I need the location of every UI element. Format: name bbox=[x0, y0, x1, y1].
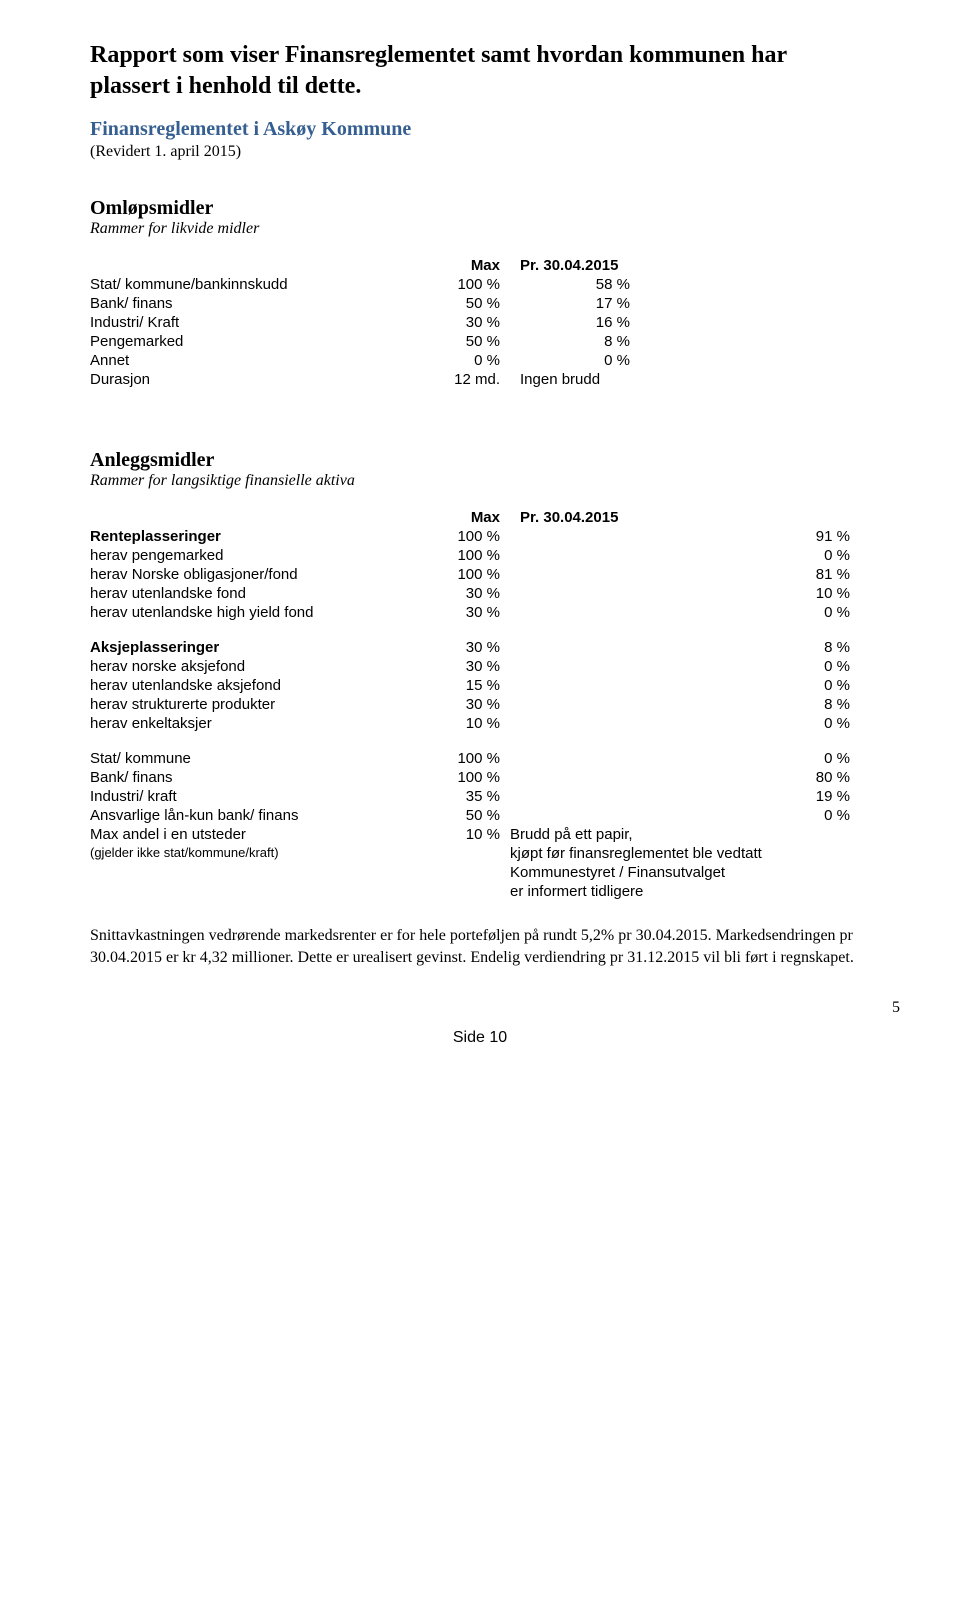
page-title: Rapport som viser Finansreglementet samt… bbox=[90, 40, 870, 102]
omlopsmidler-table: Max Pr. 30.04.2015 Stat/ kommune/bankinn… bbox=[90, 256, 630, 389]
anleggsmidler-table: Max Pr. 30.04.2015 Renteplasseringer100 … bbox=[90, 508, 850, 901]
table-row: Industri/ kraft35 %19 % bbox=[90, 787, 850, 806]
table-header-row: Max Pr. 30.04.2015 bbox=[90, 256, 630, 275]
anleggsmidler-heading: Anleggsmidler bbox=[90, 449, 870, 472]
document-page: Rapport som viser Finansreglementet samt… bbox=[0, 0, 960, 1087]
table-row: herav pengemarked100 %0 % bbox=[90, 546, 850, 565]
anleggsmidler-sub: Rammer for langsiktige finansielle aktiv… bbox=[90, 472, 870, 490]
table-row: Ansvarlige lån-kun bank/ finans50 %0 % bbox=[90, 806, 850, 825]
table-row: Durasjon12 md.Ingen brudd bbox=[90, 370, 630, 389]
table-row: herav norske aksjefond30 %0 % bbox=[90, 657, 850, 676]
table-row: Bank/ finans50 %17 % bbox=[90, 294, 630, 313]
omlopsmidler-sub: Rammer for likvide midler bbox=[90, 220, 870, 238]
table-row: herav utenlandske fond30 %10 % bbox=[90, 584, 850, 603]
table-row: Bank/ finans100 %80 % bbox=[90, 768, 850, 787]
table-row: herav enkeltaksjer10 %0 % bbox=[90, 714, 850, 733]
page-number: 5 bbox=[892, 999, 900, 1017]
table-row: Pengemarked50 %8 % bbox=[90, 332, 630, 351]
table-row: herav utenlandske high yield fond30 %0 % bbox=[90, 603, 850, 622]
table-row: Renteplasseringer100 %91 % bbox=[90, 527, 850, 546]
col-max: Max bbox=[410, 508, 500, 527]
side-footer: Side 10 bbox=[90, 1029, 870, 1047]
table-row: (gjelder ikke stat/kommune/kraft) kjøpt … bbox=[90, 844, 850, 863]
table-row: Stat/ kommune100 %0 % bbox=[90, 749, 850, 768]
table-row: Aksjeplasseringer30 %8 % bbox=[90, 638, 850, 657]
table-row: er informert tidligere bbox=[90, 882, 850, 901]
summary-paragraph: Snittavkastningen vedrørende markedsrent… bbox=[90, 925, 870, 968]
table-row: Annet0 %0 % bbox=[90, 351, 630, 370]
table-row: Industri/ Kraft30 %16 % bbox=[90, 313, 630, 332]
col-pr: Pr. 30.04.2015 bbox=[500, 508, 850, 527]
table-row: Kommunestyret / Finansutvalget bbox=[90, 863, 850, 882]
col-max: Max bbox=[410, 256, 500, 275]
table-row: herav strukturerte produkter30 %8 % bbox=[90, 695, 850, 714]
table-header-row: Max Pr. 30.04.2015 bbox=[90, 508, 850, 527]
revised-note: (Revidert 1. april 2015) bbox=[90, 143, 870, 161]
table-row: Stat/ kommune/bankinnskudd100 %58 % bbox=[90, 275, 630, 294]
table-row: Max andel i en utsteder 10 % Brudd på et… bbox=[90, 825, 850, 844]
table-row: herav Norske obligasjoner/fond100 %81 % bbox=[90, 565, 850, 584]
subtitle: Finansreglementet i Askøy Kommune bbox=[90, 118, 870, 141]
table-row: herav utenlandske aksjefond15 %0 % bbox=[90, 676, 850, 695]
omlopsmidler-heading: Omløpsmidler bbox=[90, 197, 870, 220]
col-pr: Pr. 30.04.2015 bbox=[500, 256, 630, 275]
